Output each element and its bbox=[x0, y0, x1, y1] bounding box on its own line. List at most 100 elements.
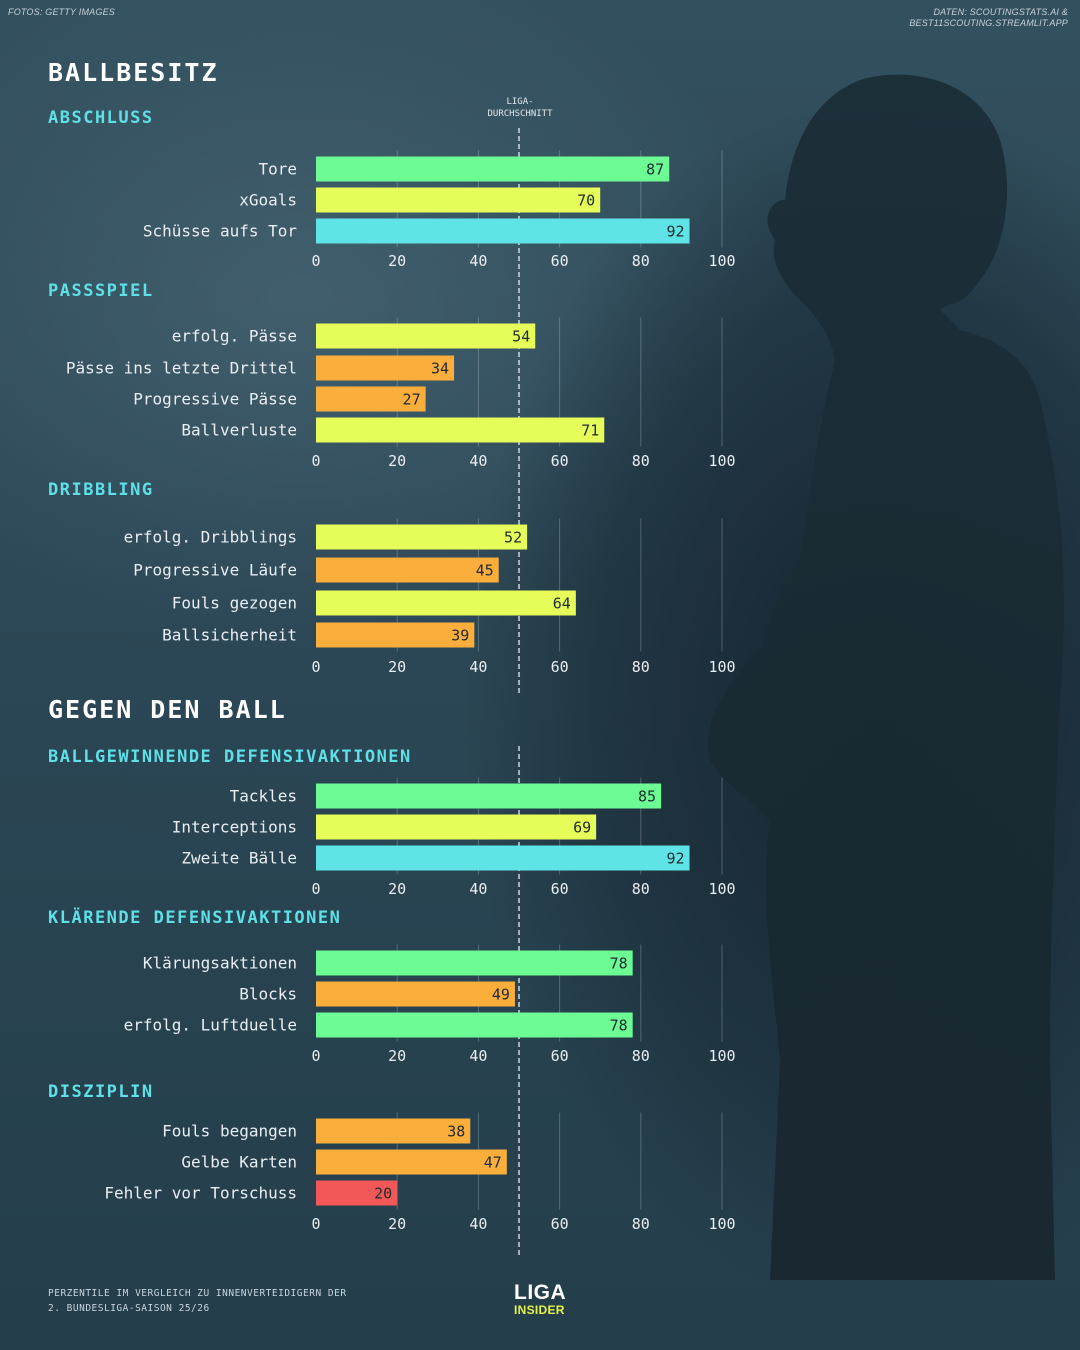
x-tick-label: 80 bbox=[632, 1215, 650, 1233]
bar bbox=[316, 524, 528, 550]
x-tick-label: 60 bbox=[551, 1215, 569, 1233]
bar-label: Progressive Pässe bbox=[133, 390, 297, 409]
bar-value-label: 45 bbox=[476, 562, 494, 580]
bar-value-label: 38 bbox=[447, 1123, 465, 1141]
x-tick-label: 60 bbox=[551, 880, 569, 898]
footnote: PERZENTILE IM VERGLEICH ZU INNENVERTEIDI… bbox=[48, 1286, 347, 1316]
bar-value-label: 39 bbox=[451, 627, 469, 645]
group-title: DRIBBLING bbox=[48, 480, 154, 500]
bar-value-label: 54 bbox=[512, 328, 530, 346]
bar bbox=[316, 622, 475, 648]
bar bbox=[316, 590, 576, 616]
x-tick-label: 100 bbox=[708, 252, 735, 270]
league-average-label-line1: LIGA- bbox=[506, 97, 534, 107]
x-tick-label: 20 bbox=[388, 452, 406, 470]
bar-label: erfolg. Dribblings bbox=[124, 528, 297, 547]
x-tick-label: 80 bbox=[632, 252, 650, 270]
bar bbox=[316, 323, 536, 349]
group-title: DISZIPLIN bbox=[48, 1082, 154, 1102]
data-credit-line2: BEST11SCOUTING.STREAMLIT.APP bbox=[909, 18, 1068, 28]
bar-label: erfolg. Luftduelle bbox=[124, 1016, 297, 1035]
bar-label: Zweite Bälle bbox=[181, 849, 297, 868]
bar-value-label: 27 bbox=[403, 391, 421, 409]
bar-value-label: 34 bbox=[431, 360, 449, 378]
x-tick-label: 40 bbox=[469, 880, 487, 898]
logo-line2: INSIDER bbox=[514, 1303, 565, 1317]
x-tick-label: 0 bbox=[311, 452, 320, 470]
footnote-line1: PERZENTILE IM VERGLEICH ZU INNENVERTEIDI… bbox=[48, 1288, 347, 1299]
bar-label: xGoals bbox=[239, 191, 297, 210]
bar bbox=[316, 187, 601, 213]
x-tick-label: 100 bbox=[708, 880, 735, 898]
x-tick-label: 0 bbox=[311, 1215, 320, 1233]
bar bbox=[316, 950, 633, 976]
x-tick-label: 0 bbox=[311, 880, 320, 898]
bar-label: Fehler vor Torschuss bbox=[104, 1184, 297, 1203]
bar-label: Gelbe Karten bbox=[181, 1153, 297, 1172]
bar-value-label: 69 bbox=[573, 819, 591, 837]
bar-value-label: 70 bbox=[577, 192, 595, 210]
x-tick-label: 100 bbox=[708, 1047, 735, 1065]
x-tick-label: 40 bbox=[469, 1215, 487, 1233]
x-tick-label: 20 bbox=[388, 1047, 406, 1065]
bar-value-label: 49 bbox=[492, 986, 510, 1004]
bar-label: Progressive Läufe bbox=[133, 561, 297, 580]
bar-value-label: 64 bbox=[553, 595, 571, 613]
x-tick-label: 60 bbox=[551, 1047, 569, 1065]
x-tick-label: 80 bbox=[632, 880, 650, 898]
bar bbox=[316, 1012, 633, 1038]
bar bbox=[316, 156, 670, 182]
x-tick-label: 80 bbox=[632, 658, 650, 676]
bar-value-label: 85 bbox=[638, 788, 656, 806]
group-title: BALLGEWINNENDE DEFENSIVAKTIONEN bbox=[48, 747, 412, 767]
bar bbox=[316, 386, 426, 412]
bar bbox=[316, 783, 662, 809]
section-title-ballbesitz: BALLBESITZ bbox=[48, 58, 219, 87]
bar-label: Fouls begangen bbox=[162, 1122, 297, 1141]
bar-value-label: 92 bbox=[666, 850, 684, 868]
bar bbox=[316, 845, 690, 871]
bar-label: Tackles bbox=[230, 787, 297, 806]
x-tick-label: 100 bbox=[708, 452, 735, 470]
logo-line1: LIGA bbox=[514, 1281, 567, 1304]
bar-label: Schüsse aufs Tor bbox=[143, 222, 297, 241]
x-tick-label: 20 bbox=[388, 1215, 406, 1233]
bar-value-label: 20 bbox=[374, 1185, 392, 1203]
bar-label: Fouls gezogen bbox=[172, 594, 297, 613]
bar-value-label: 92 bbox=[666, 223, 684, 241]
bar bbox=[316, 981, 515, 1007]
x-tick-label: 0 bbox=[311, 658, 320, 676]
group-title: PASSSPIEL bbox=[48, 281, 154, 301]
bar-label: Pässe ins letzte Drittel bbox=[66, 359, 297, 378]
bar bbox=[316, 557, 499, 583]
bar bbox=[316, 1118, 471, 1144]
group-title: ABSCHLUSS bbox=[48, 108, 154, 128]
x-tick-label: 40 bbox=[469, 1047, 487, 1065]
x-tick-label: 0 bbox=[311, 252, 320, 270]
bar-label: Ballsicherheit bbox=[162, 626, 297, 645]
x-tick-label: 80 bbox=[632, 452, 650, 470]
x-tick-label: 60 bbox=[551, 252, 569, 270]
x-tick-label: 20 bbox=[388, 252, 406, 270]
x-tick-label: 0 bbox=[311, 1047, 320, 1065]
photo-credit: FOTOS: GETTY IMAGES bbox=[8, 7, 115, 17]
group-title: KLÄRENDE DEFENSIVAKTIONEN bbox=[48, 908, 342, 928]
data-credit-line1: DATEN: SCOUTINGSTATS.AI & bbox=[933, 7, 1068, 17]
bar bbox=[316, 1180, 398, 1206]
bar-label: Ballverluste bbox=[181, 421, 297, 440]
section-title-gegen-den-ball: GEGEN DEN BALL bbox=[48, 695, 287, 724]
x-tick-label: 60 bbox=[551, 658, 569, 676]
bar-value-label: 71 bbox=[581, 422, 599, 440]
x-tick-label: 40 bbox=[469, 452, 487, 470]
data-credit: DATEN: SCOUTINGSTATS.AI & BEST11SCOUTING… bbox=[909, 7, 1068, 29]
bar bbox=[316, 1149, 507, 1175]
liga-insider-logo: LIGA INSIDER bbox=[514, 1282, 566, 1316]
bar bbox=[316, 218, 690, 244]
bar-label: erfolg. Pässe bbox=[172, 327, 297, 346]
footnote-line2: 2. BUNDESLIGA-SAISON 25/26 bbox=[48, 1303, 210, 1314]
x-tick-label: 100 bbox=[708, 1215, 735, 1233]
bar-value-label: 78 bbox=[610, 955, 628, 973]
bar-value-label: 52 bbox=[504, 529, 522, 547]
x-tick-label: 20 bbox=[388, 658, 406, 676]
